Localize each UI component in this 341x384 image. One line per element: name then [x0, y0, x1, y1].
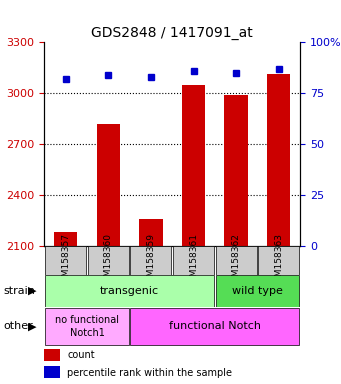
Text: no functional
Notch1: no functional Notch1 — [55, 315, 119, 338]
Text: count: count — [67, 350, 95, 360]
Bar — [97, 124, 120, 246]
Bar — [54, 232, 77, 246]
Text: strain: strain — [3, 286, 35, 296]
Text: GSM158357: GSM158357 — [61, 233, 70, 288]
Text: functional Notch: functional Notch — [169, 321, 261, 331]
Bar — [44, 349, 60, 361]
Bar — [139, 218, 163, 246]
Text: percentile rank within the sample: percentile rank within the sample — [67, 367, 232, 377]
Text: ▶: ▶ — [28, 321, 36, 331]
FancyBboxPatch shape — [45, 275, 214, 306]
Text: wild type: wild type — [232, 286, 283, 296]
FancyBboxPatch shape — [45, 308, 129, 345]
Text: transgenic: transgenic — [100, 286, 159, 296]
FancyBboxPatch shape — [130, 246, 171, 275]
FancyBboxPatch shape — [173, 246, 214, 275]
FancyBboxPatch shape — [88, 246, 129, 275]
Text: other: other — [3, 321, 33, 331]
FancyBboxPatch shape — [216, 246, 257, 275]
Text: GSM158363: GSM158363 — [274, 233, 283, 288]
Text: GSM158360: GSM158360 — [104, 233, 113, 288]
Title: GDS2848 / 1417091_at: GDS2848 / 1417091_at — [91, 26, 253, 40]
Text: GSM158359: GSM158359 — [146, 233, 155, 288]
Text: GSM158361: GSM158361 — [189, 233, 198, 288]
Bar — [182, 84, 205, 246]
Text: ▶: ▶ — [28, 286, 36, 296]
FancyBboxPatch shape — [258, 246, 299, 275]
FancyBboxPatch shape — [216, 275, 299, 306]
FancyBboxPatch shape — [130, 308, 299, 345]
Bar — [224, 95, 248, 246]
Bar — [267, 74, 291, 246]
FancyBboxPatch shape — [45, 246, 86, 275]
Text: GSM158362: GSM158362 — [232, 233, 241, 288]
Bar — [44, 366, 60, 379]
